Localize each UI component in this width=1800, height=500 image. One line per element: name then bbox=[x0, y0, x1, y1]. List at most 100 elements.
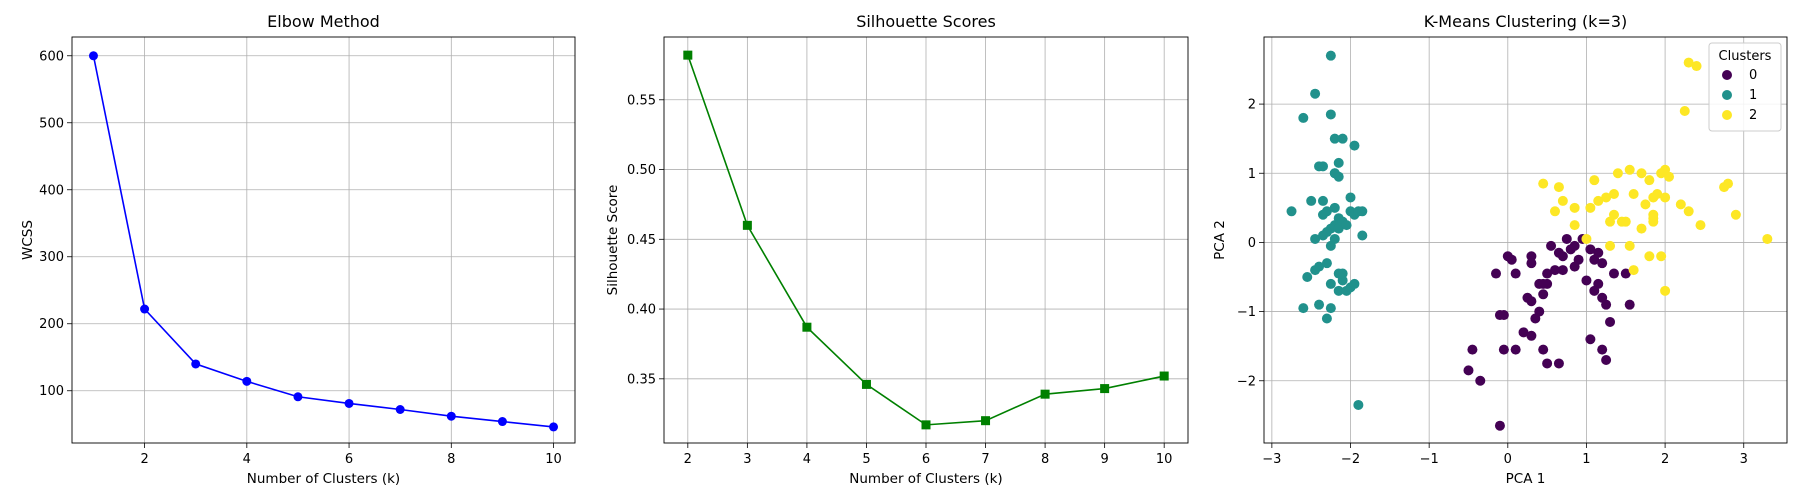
scatter-point-cluster-1 bbox=[1317, 161, 1328, 172]
scatter-point-cluster-0 bbox=[1605, 316, 1616, 327]
scatter-point-cluster-2 bbox=[1589, 175, 1600, 186]
scatter-point-cluster-1 bbox=[1337, 268, 1348, 279]
scatter-point-cluster-2 bbox=[1679, 106, 1690, 117]
data-point bbox=[191, 359, 201, 369]
scatter-point-cluster-1 bbox=[1353, 399, 1364, 410]
legend-marker bbox=[1722, 90, 1732, 100]
scatter-point-cluster-1 bbox=[1310, 265, 1321, 276]
scatter-point-cluster-1 bbox=[1329, 168, 1340, 179]
scatter-point-cluster-1 bbox=[1321, 313, 1332, 324]
x-axis-label: Number of Clusters (k) bbox=[247, 471, 400, 487]
x-tick-label: 9 bbox=[1100, 452, 1108, 467]
scatter-point-cluster-2 bbox=[1569, 220, 1580, 231]
x-tick-label: 1 bbox=[1582, 452, 1590, 467]
chart-title: Elbow Method bbox=[267, 12, 380, 31]
scatter-point-cluster-2 bbox=[1612, 168, 1623, 179]
scatter-point-cluster-1 bbox=[1317, 230, 1328, 241]
scatter-point-cluster-0 bbox=[1538, 289, 1549, 300]
x-tick-label: 2 bbox=[684, 452, 692, 467]
data-point bbox=[242, 376, 252, 386]
scatter-point-cluster-2 bbox=[1723, 178, 1734, 189]
scatter-point-cluster-2 bbox=[1636, 168, 1647, 179]
scatter-point-cluster-1 bbox=[1286, 206, 1297, 217]
data-point bbox=[1159, 371, 1169, 381]
scatter-point-cluster-0 bbox=[1475, 375, 1486, 386]
data-point bbox=[549, 422, 559, 432]
scatter-point-cluster-2 bbox=[1660, 285, 1671, 296]
scatter-point-cluster-0 bbox=[1526, 330, 1537, 341]
scatter-point-cluster-0 bbox=[1608, 268, 1619, 279]
scatter-point-cluster-0 bbox=[1510, 268, 1521, 279]
plot-frame bbox=[71, 36, 576, 444]
scatter-point-cluster-1 bbox=[1317, 195, 1328, 206]
x-tick-label: −1 bbox=[1420, 452, 1439, 467]
legend-label: 2 bbox=[1749, 108, 1757, 123]
series-line bbox=[92, 55, 554, 428]
scatter-point-cluster-2 bbox=[1608, 189, 1619, 200]
scatter-point-cluster-1 bbox=[1357, 206, 1368, 217]
data-point bbox=[395, 405, 405, 415]
scatter-point-cluster-0 bbox=[1498, 344, 1509, 355]
scatter-point-cluster-0 bbox=[1589, 285, 1600, 296]
scatter-point-cluster-0 bbox=[1553, 358, 1564, 369]
scatter-point-cluster-2 bbox=[1569, 202, 1580, 213]
scatter-point-cluster-0 bbox=[1581, 275, 1592, 286]
scatter-point-cluster-2 bbox=[1585, 202, 1596, 213]
legend-title: Clusters bbox=[1719, 49, 1772, 64]
y-tick-label: 0 bbox=[1248, 236, 1256, 251]
data-point bbox=[88, 51, 98, 61]
data-point bbox=[802, 322, 812, 332]
y-tick-label: 600 bbox=[39, 49, 64, 64]
scatter-point-cluster-2 bbox=[1648, 213, 1659, 224]
legend-marker bbox=[1722, 110, 1732, 120]
silhouette-chart-panel: 2 3 4 5 6 7 8 9 10 0.35 0.40 0.45 0.50 0.55 Silhouette… bbox=[605, 12, 1189, 487]
scatter-point-cluster-0 bbox=[1557, 265, 1568, 276]
data-point bbox=[683, 50, 693, 60]
legend-label: 1 bbox=[1749, 88, 1757, 103]
y-axis-label: WCSS bbox=[20, 220, 36, 260]
scatter-point-cluster-0 bbox=[1506, 254, 1517, 265]
scatter-point-cluster-0 bbox=[1526, 296, 1537, 307]
y-tick-label: 100 bbox=[39, 384, 64, 399]
y-tick-label: 0.35 bbox=[627, 372, 656, 387]
scatter-point-cluster-2 bbox=[1730, 209, 1741, 220]
y-tick-label: 300 bbox=[39, 250, 64, 265]
scatter-point-cluster-0 bbox=[1597, 258, 1608, 269]
scatter-point-cluster-2 bbox=[1664, 171, 1675, 182]
scatter-point-cluster-0 bbox=[1538, 278, 1549, 289]
scatter-point-cluster-0 bbox=[1624, 299, 1635, 310]
data-point bbox=[497, 417, 507, 427]
data-point bbox=[742, 220, 752, 230]
y-tick-label: 400 bbox=[39, 183, 64, 198]
scatter-point-cluster-1 bbox=[1325, 303, 1336, 314]
scatter-point-cluster-2 bbox=[1695, 220, 1706, 231]
scatter-point-cluster-2 bbox=[1628, 265, 1639, 276]
scatter-point-cluster-2 bbox=[1636, 223, 1647, 234]
data-point bbox=[861, 379, 871, 389]
y-tick-label: 0.45 bbox=[627, 233, 656, 248]
scatter-point-cluster-2 bbox=[1581, 233, 1592, 244]
x-tick-label: 5 bbox=[862, 452, 870, 467]
scatter-point-cluster-2 bbox=[1624, 240, 1635, 251]
data-point bbox=[446, 411, 456, 421]
y-tick-label: 2 bbox=[1248, 98, 1256, 113]
y-tick-label: 1 bbox=[1248, 167, 1256, 182]
y-tick-label: 200 bbox=[39, 317, 64, 332]
data-point bbox=[1100, 384, 1110, 394]
scatter-point-cluster-1 bbox=[1349, 140, 1360, 151]
scatter-point-cluster-0 bbox=[1491, 268, 1502, 279]
scatter-point-cluster-1 bbox=[1325, 240, 1336, 251]
x-tick-label: −3 bbox=[1262, 452, 1281, 467]
scatter-point-cluster-0 bbox=[1494, 420, 1505, 431]
scatter-point-cluster-1 bbox=[1325, 50, 1336, 61]
scatter-point-cluster-2 bbox=[1608, 209, 1619, 220]
scatter-point-cluster-2 bbox=[1593, 195, 1604, 206]
y-axis-label: PCA 2 bbox=[1212, 220, 1228, 260]
y-tick-label: 0.40 bbox=[627, 303, 656, 318]
scatter-point-cluster-1 bbox=[1325, 109, 1336, 120]
plot-frame bbox=[1263, 36, 1788, 444]
scatter-point-cluster-2 bbox=[1624, 164, 1635, 175]
x-tick-label: 4 bbox=[243, 452, 251, 467]
scatter-point-cluster-1 bbox=[1329, 202, 1340, 213]
